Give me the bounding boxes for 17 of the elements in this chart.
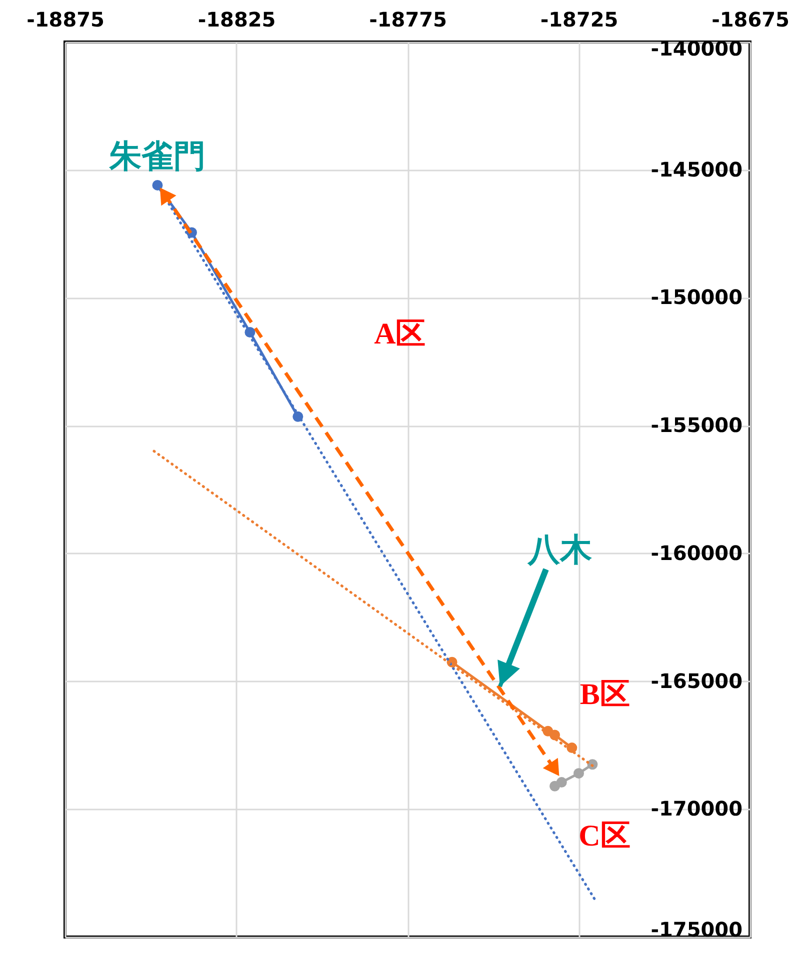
- y-tick-label: -170000: [650, 796, 742, 821]
- text: A区: [374, 318, 426, 351]
- x-tick-label: -18875: [26, 8, 104, 32]
- x-tick-label: -18725: [540, 8, 618, 32]
- y-tick-label: -155000: [650, 413, 742, 438]
- series-label: B区: [580, 678, 630, 711]
- y-tick-label: -150000: [650, 285, 742, 310]
- y-tick-label: -160000: [650, 540, 742, 565]
- annotation: 朱雀門: [108, 137, 206, 176]
- series-label: C区: [578, 819, 630, 852]
- y-tick-label: -145000: [650, 157, 742, 182]
- x-tick-label: -18775: [369, 8, 447, 32]
- x-tick-label: -18675: [712, 8, 790, 32]
- y-tick-label: -165000: [650, 668, 742, 693]
- x-tick-label: -18825: [198, 8, 276, 32]
- y-tick-label: -140000: [650, 36, 742, 60]
- annotation: 八木: [526, 530, 592, 568]
